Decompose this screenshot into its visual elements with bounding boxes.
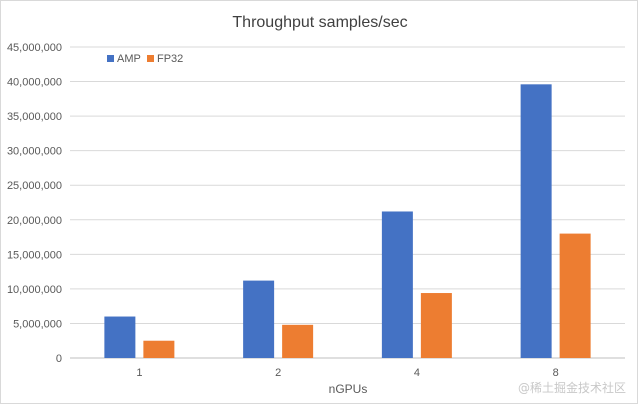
x-axis-ticks: 1 2 4 8 [136,367,558,379]
bar-amp-2 [243,280,275,358]
x-axis-title: nGPUs [329,382,368,396]
bar-fp32-2 [282,324,314,358]
legend-label-amp: AMP [117,53,141,65]
y-tick-label: 10,000,000 [7,284,62,296]
bar-fp32-4 [420,293,452,358]
y-tick-label: 35,000,000 [7,111,62,123]
y-axis-ticks: 0 5,000,000 10,000,000 15,000,000 20,000,000… [7,42,62,365]
y-tick-label: 45,000,000 [7,42,62,54]
x-tick-label: 8 [553,367,559,379]
legend: AMP FP32 [107,53,183,65]
bar-fp32-8 [559,233,591,358]
x-tick-label: 4 [414,367,420,379]
bars [104,84,591,358]
bar-fp32-1 [143,340,175,358]
bar-amp-4 [381,211,413,358]
y-tick-label: 20,000,000 [7,215,62,227]
y-tick-label: 5,000,000 [13,318,62,330]
x-tick-label: 1 [136,367,142,379]
y-tick-label: 0 [56,353,62,365]
x-tick-label: 2 [275,367,281,379]
bar-amp-8 [520,84,552,358]
y-tick-label: 15,000,000 [7,249,62,261]
watermark: @稀土掘金技术社区 [517,381,626,395]
legend-swatch-amp [107,55,114,62]
chart-title: Throughput samples/sec [232,14,407,31]
y-tick-label: 30,000,000 [7,146,62,158]
y-tick-label: 25,000,000 [7,180,62,192]
legend-label-fp32: FP32 [157,53,183,65]
bar-amp-1 [104,316,136,358]
y-tick-label: 40,000,000 [7,77,62,89]
legend-swatch-fp32 [147,55,154,62]
